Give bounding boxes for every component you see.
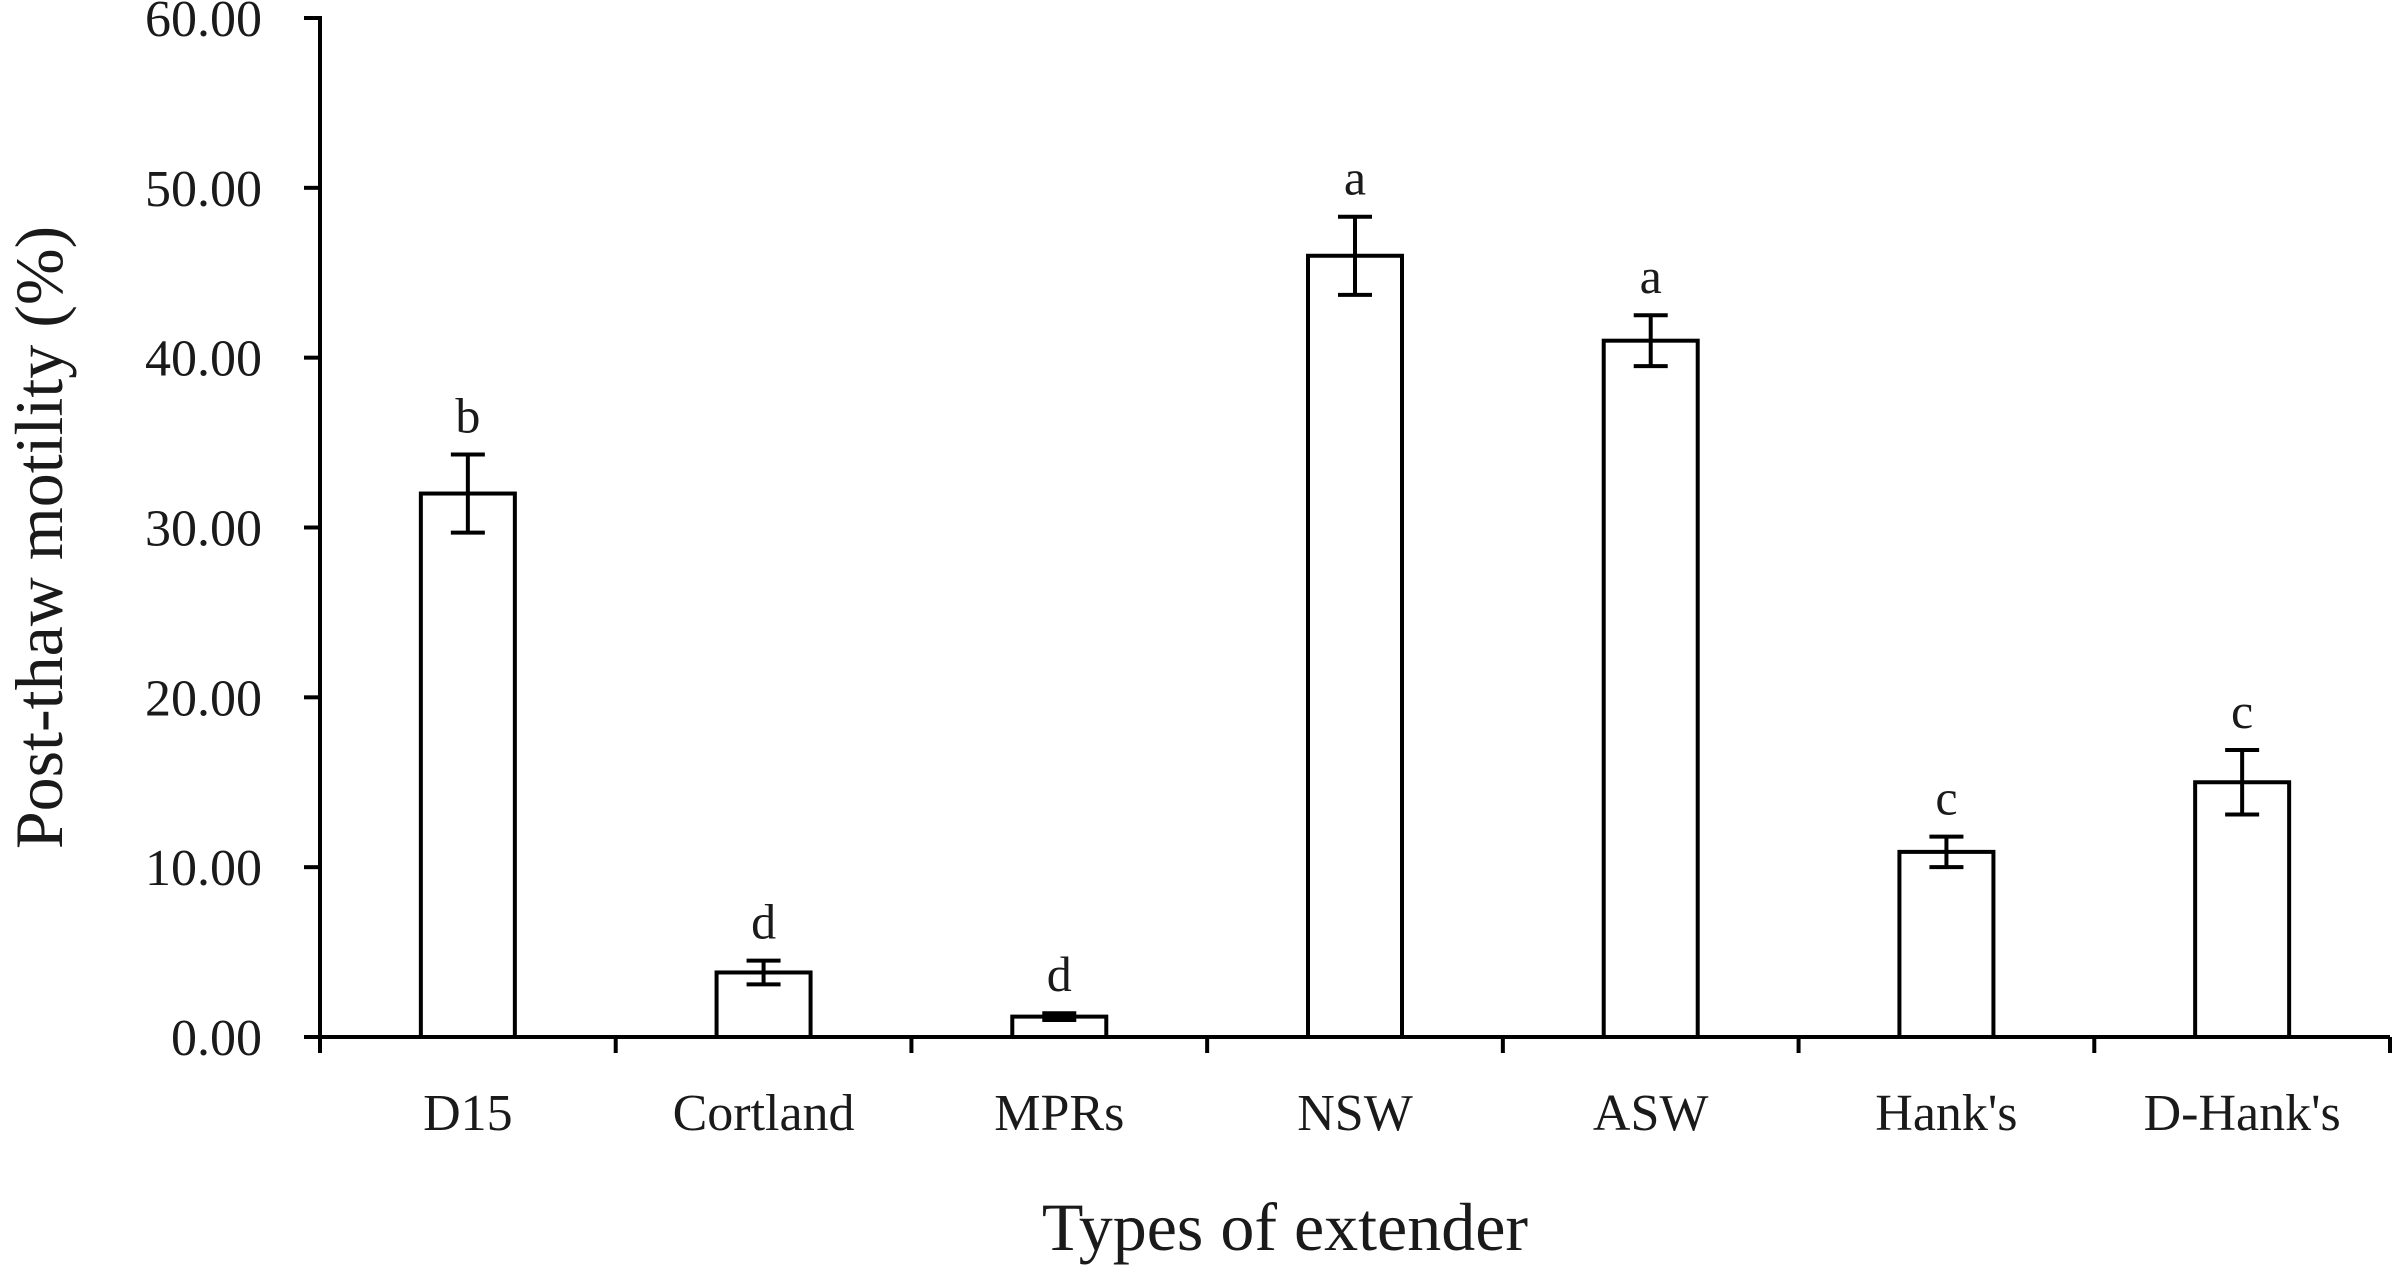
bar-hank-s (1897, 849, 1996, 1039)
significance-label: c (1935, 770, 1957, 826)
significance-label: b (455, 387, 480, 443)
axes-layer (304, 16, 2392, 1053)
bar-d15 (418, 491, 517, 1039)
bar-nsw (1306, 253, 1404, 1039)
bar-d-hank-s (2193, 780, 2292, 1039)
x-tick-label: D-Hank's (2144, 1085, 2341, 1142)
x-tick-label: NSW (1297, 1085, 1413, 1142)
significance-label: d (1047, 946, 1072, 1002)
x-tick-label: ASW (1593, 1085, 1709, 1142)
x-tick-label: D15 (423, 1085, 513, 1142)
x-tick-label: Cortland (673, 1085, 855, 1142)
significance-label: c (2231, 683, 2253, 739)
x-axis-title: Types of extender (1042, 1189, 1529, 1265)
error-bar (1042, 1011, 1077, 1023)
y-tick-label: 40.00 (145, 331, 262, 388)
error-bar (1633, 313, 1668, 369)
significance-label: a (1640, 248, 1662, 304)
error-bar (450, 452, 485, 535)
x-tick-label: MPRs (994, 1085, 1124, 1142)
error-bar (746, 958, 781, 987)
bars-layer (418, 253, 2292, 1039)
error-bar (1929, 834, 1964, 870)
error-bar (1338, 214, 1372, 297)
bar-asw (1601, 338, 1700, 1039)
y-tick-label: 20.00 (145, 670, 262, 727)
error-bar (2225, 747, 2260, 817)
x-tick-label: Hank's (1875, 1085, 2017, 1142)
y-tick-label: 60.00 (145, 0, 262, 48)
y-axis-title: Post-thaw motility (%) (1, 226, 77, 849)
y-tick-label: 30.00 (145, 501, 262, 558)
y-tick-label: 0.00 (171, 1010, 262, 1067)
labels-layer: b D15 d Cortland d MPRs a NSW a ASW c Hank's c D-Hank… (145, 0, 2341, 1142)
significance-label: d (751, 894, 776, 950)
y-tick-label: 10.00 (145, 840, 262, 897)
significance-label: a (1344, 150, 1366, 206)
y-tick-label: 50.00 (145, 161, 262, 218)
error-bars-layer (450, 214, 2260, 1023)
